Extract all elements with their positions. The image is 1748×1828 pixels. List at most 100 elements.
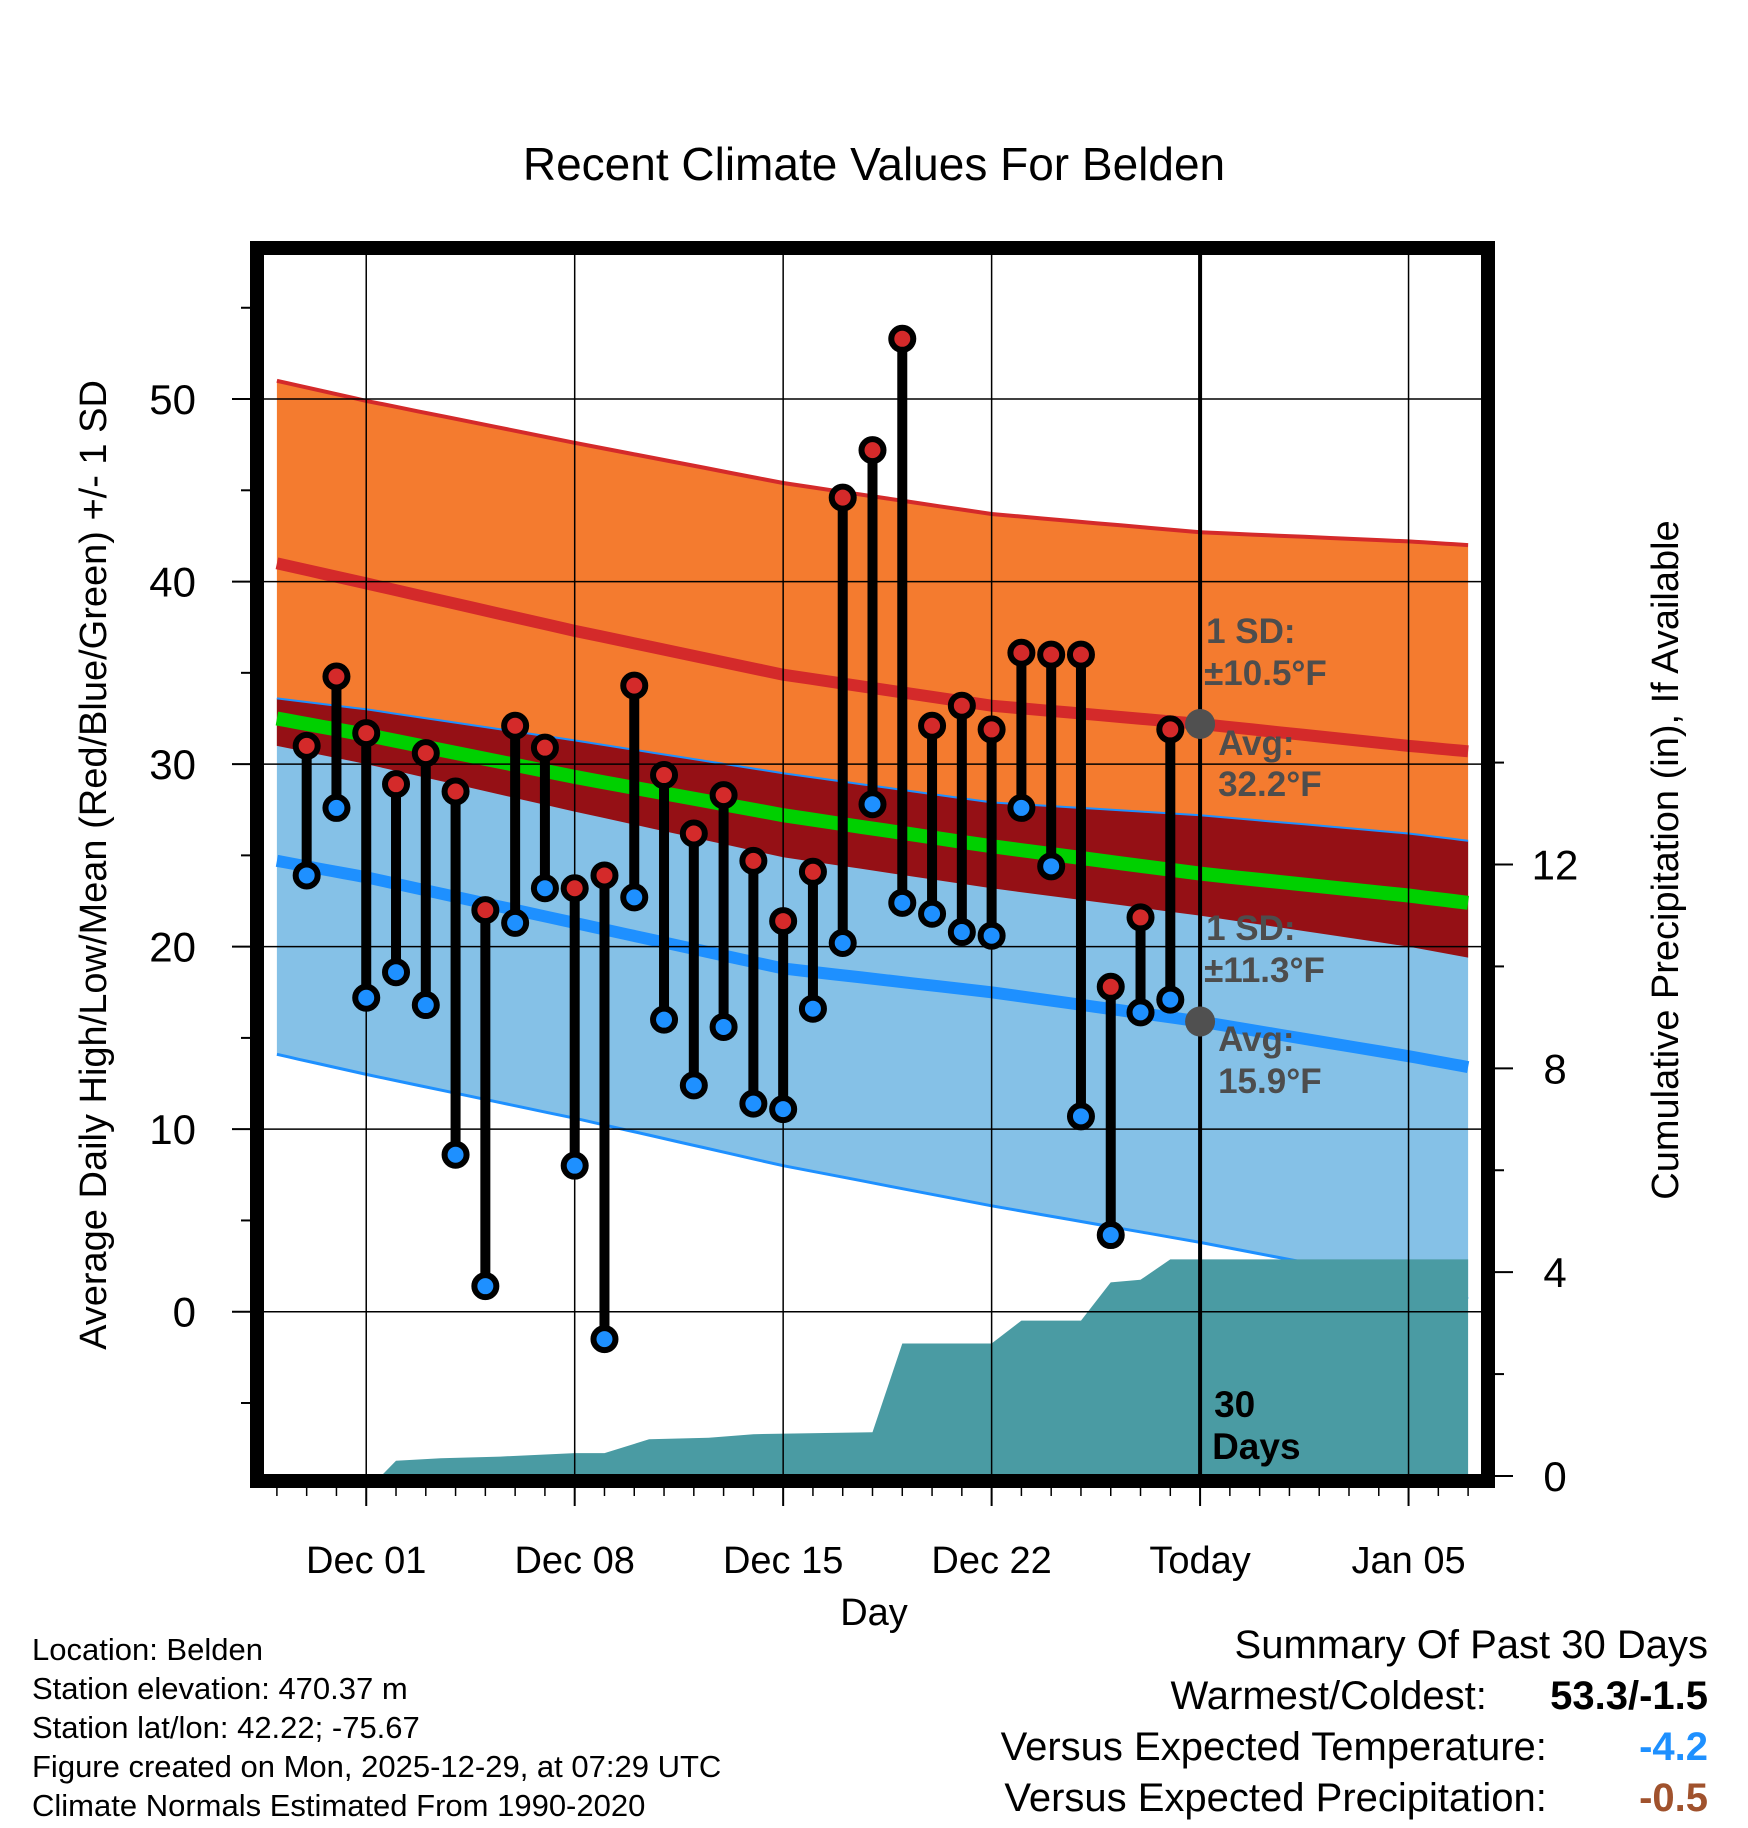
y-tick-label: 50 xyxy=(149,376,196,423)
y2-tick-label: 8 xyxy=(1543,1045,1566,1092)
chart-title: Recent Climate Values For Belden xyxy=(523,138,1225,190)
daily-high-point xyxy=(382,770,411,799)
daily-high-point xyxy=(411,739,440,768)
daily-low-point xyxy=(1007,793,1036,822)
daily-low-point xyxy=(1066,1102,1095,1131)
x-tick-label: Dec 01 xyxy=(306,1540,426,1582)
daily-low-point xyxy=(1037,852,1066,881)
daily-low-point xyxy=(501,908,530,937)
x-tick-label: Dec 08 xyxy=(514,1540,634,1582)
low-sd-label: 1 SD: xyxy=(1206,909,1295,948)
high-avg-value: 32.2°F xyxy=(1218,765,1322,804)
low-avg-label: Avg: xyxy=(1218,1020,1294,1059)
precip-departure-row: Versus Expected Precipitation: -0.5 xyxy=(1001,1773,1708,1824)
summary-panel: Summary Of Past 30 Days Warmest/Coldest:… xyxy=(1001,1620,1708,1824)
daily-high-point xyxy=(1126,903,1155,932)
y2-tick-label: 0 xyxy=(1543,1453,1566,1500)
daily-low-point xyxy=(441,1140,470,1169)
precip-area xyxy=(381,1259,1469,1476)
high-sd-label: 1 SD: xyxy=(1206,612,1295,651)
daily-low-point xyxy=(530,874,559,903)
low-plus-sd-line xyxy=(276,697,1469,842)
precip-departure-value: -0.5 xyxy=(1639,1776,1708,1820)
today-high-normal-marker xyxy=(1185,708,1216,739)
days-count-number: 30 xyxy=(1214,1384,1255,1425)
daily-high-point xyxy=(769,907,798,936)
temp-departure-row: Versus Expected Temperature: -4.2 xyxy=(1001,1722,1708,1773)
daily-low-point xyxy=(292,861,321,890)
daily-high-point xyxy=(322,662,351,691)
summary-title: Summary Of Past 30 Days xyxy=(1234,1623,1708,1667)
daily-high-point xyxy=(292,731,321,760)
y-tick-label: 30 xyxy=(149,741,196,788)
high-sd-value: ±10.5°F xyxy=(1204,654,1327,693)
y-tick-label: 20 xyxy=(149,924,196,971)
daily-high-point xyxy=(977,715,1006,744)
daily-high-point xyxy=(441,777,470,806)
daily-high-point xyxy=(679,819,708,848)
high-plus-sd-line xyxy=(276,378,1469,548)
daily-low-point xyxy=(560,1151,589,1180)
x-tick-label: Jan 05 xyxy=(1352,1540,1466,1582)
created-text: Figure created on Mon, 2025-12-29, at 07… xyxy=(32,1749,722,1784)
latlon-text: Station lat/lon: 42.22; -75.67 xyxy=(32,1710,420,1745)
daily-low-point xyxy=(947,918,976,947)
daily-low-point xyxy=(411,991,440,1020)
daily-low-point xyxy=(1156,985,1185,1014)
daily-high-point xyxy=(1037,640,1066,669)
daily-low-point xyxy=(739,1089,768,1118)
daily-low-point xyxy=(918,899,947,928)
location-text: Location: Belden xyxy=(32,1632,263,1667)
temp-departure-label: Versus Expected Temperature: xyxy=(1000,1725,1547,1769)
daily-low-point xyxy=(977,921,1006,950)
daily-high-point xyxy=(352,719,381,748)
daily-low-point xyxy=(769,1095,798,1124)
daily-low-point xyxy=(888,888,917,917)
daily-high-point xyxy=(471,896,500,925)
daily-high-point xyxy=(1156,715,1185,744)
daily-low-point xyxy=(620,883,649,912)
daily-low-point xyxy=(679,1071,708,1100)
low-avg-value: 15.9°F xyxy=(1218,1062,1322,1101)
daily-high-point xyxy=(1096,972,1125,1001)
precip-departure-label: Versus Expected Precipitation: xyxy=(1004,1776,1547,1820)
daily-low-point xyxy=(471,1272,500,1301)
daily-high-point xyxy=(620,671,649,700)
daily-high-point xyxy=(709,781,738,810)
y2-axis-label: Cumulative Precipitation (in), If Availa… xyxy=(1645,520,1687,1199)
daily-low-point xyxy=(828,928,857,957)
today-low-normal-marker xyxy=(1185,1006,1216,1037)
daily-high-point xyxy=(828,483,857,512)
daily-high-point xyxy=(888,324,917,353)
normals-text: Climate Normals Estimated From 1990-2020 xyxy=(32,1788,646,1823)
daily-low-point xyxy=(382,958,411,987)
warmest-coldest-value: 53.3/-1.5 xyxy=(1550,1674,1708,1718)
daily-high-point xyxy=(858,436,887,465)
daily-low-point xyxy=(650,1005,679,1034)
daily-low-point xyxy=(322,793,351,822)
daily-high-point xyxy=(560,874,589,903)
daily-high-point xyxy=(947,691,976,720)
daily-low-point xyxy=(858,790,887,819)
daily-high-point xyxy=(1007,638,1036,667)
elevation-text: Station elevation: 470.37 m xyxy=(32,1671,408,1706)
daily-high-point xyxy=(501,711,530,740)
y-axis-label: Average Daily High/Low/Mean (Red/Blue/Gr… xyxy=(73,380,115,1350)
low-sd-value: ±11.3°F xyxy=(1204,951,1325,990)
daily-low-point xyxy=(798,994,827,1023)
daily-high-point xyxy=(650,761,679,790)
x-axis-label: Day xyxy=(840,1592,908,1634)
x-tick-label: Dec 15 xyxy=(723,1540,843,1582)
daily-low-point xyxy=(1096,1221,1125,1250)
warmest-coldest-row: Warmest/Coldest: 53.3/-1.5 xyxy=(1001,1671,1709,1722)
normal-mean-line xyxy=(275,711,1469,910)
warmest-coldest-label: Warmest/Coldest: xyxy=(1170,1674,1487,1718)
days-count-label: Days xyxy=(1212,1426,1300,1467)
y-tick-label: 40 xyxy=(149,559,196,606)
daily-high-point xyxy=(798,857,827,886)
normal-high-line xyxy=(275,557,1469,758)
station-info: Location: Belden Station elevation: 470.… xyxy=(32,1630,721,1825)
y2-tick-label: 4 xyxy=(1543,1249,1566,1296)
x-tick-label: Today xyxy=(1149,1540,1250,1582)
